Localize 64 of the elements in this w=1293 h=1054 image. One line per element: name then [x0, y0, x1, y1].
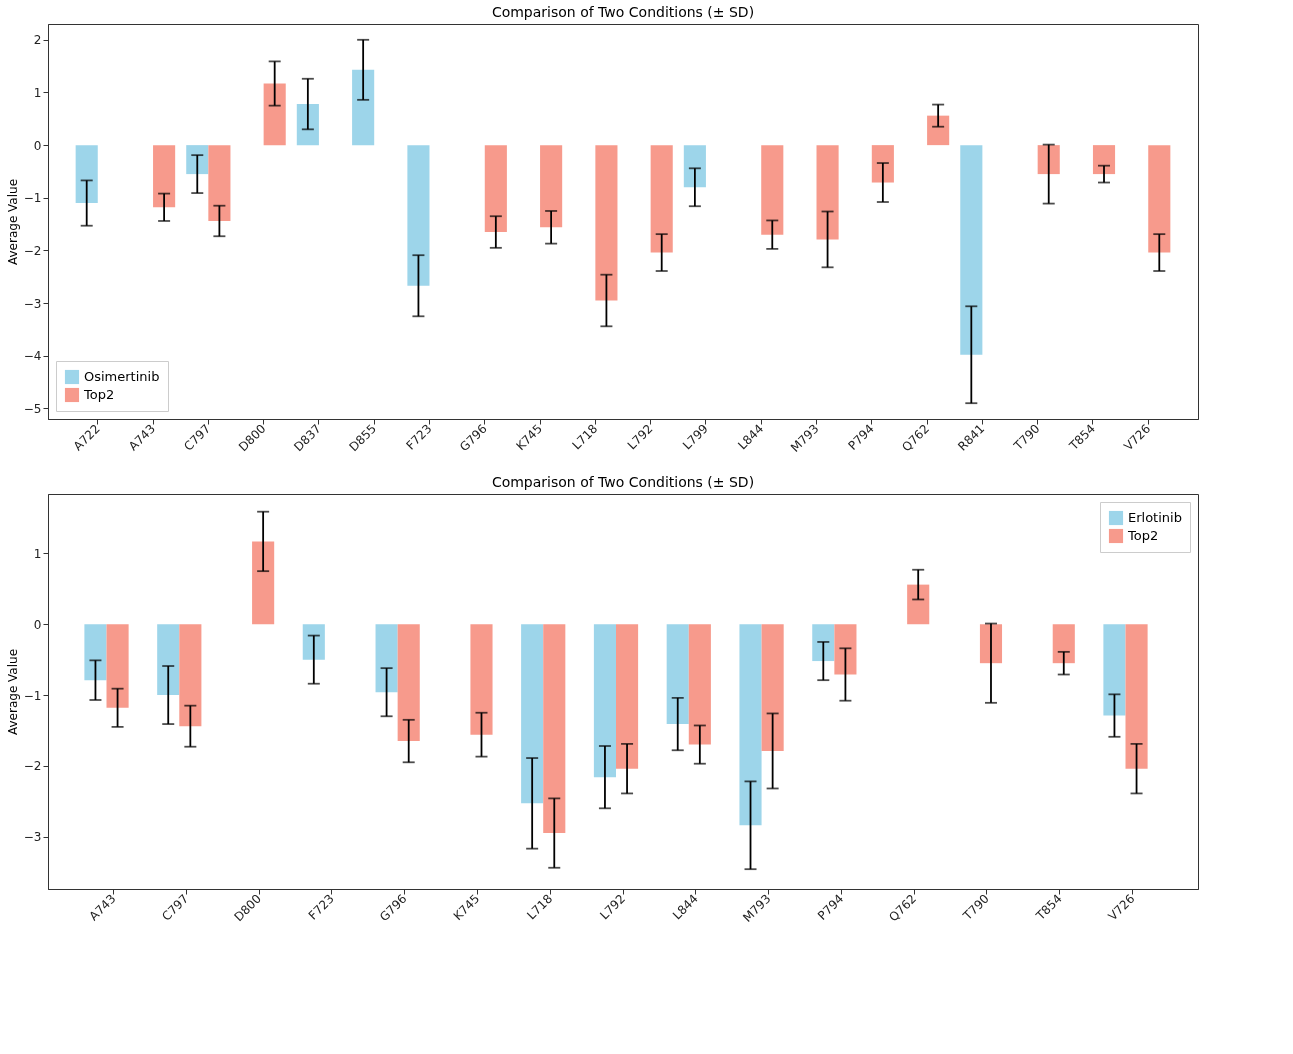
bar — [153, 145, 176, 208]
y-tick-label: −1 — [23, 191, 42, 206]
bar — [375, 624, 398, 693]
bar — [296, 104, 319, 146]
bar — [157, 624, 180, 696]
y-tick-label: −2 — [23, 243, 42, 258]
y-tick-label: −1 — [23, 688, 42, 703]
bar — [208, 145, 231, 221]
legend-label: Erlotinib — [1128, 510, 1182, 525]
y-axis-title: Average Value — [5, 178, 20, 266]
chart-title: Comparison of Two Conditions (± SD) — [491, 4, 755, 20]
legend-label: Top2 — [83, 387, 115, 402]
bar — [106, 624, 129, 708]
bar — [1148, 145, 1171, 253]
bar — [75, 145, 98, 204]
bar — [1103, 624, 1126, 716]
bar — [871, 145, 894, 183]
y-tick-label: 1 — [33, 85, 42, 100]
bar — [1052, 624, 1075, 664]
y-axis-title: Average Value — [5, 648, 20, 736]
bar — [761, 145, 784, 235]
bar — [595, 145, 618, 301]
bar — [543, 624, 566, 834]
bar — [186, 145, 209, 175]
bar — [302, 624, 325, 660]
bar — [540, 145, 563, 228]
bar — [252, 541, 275, 625]
bar — [263, 83, 286, 146]
y-tick-label: −3 — [23, 296, 42, 311]
bar — [484, 145, 507, 233]
y-tick-label: 1 — [33, 546, 42, 561]
bar — [927, 115, 950, 146]
y-tick-label: 2 — [33, 33, 42, 48]
y-tick-label: −5 — [23, 401, 42, 416]
bar — [739, 624, 762, 826]
bar — [593, 624, 616, 778]
bar — [688, 624, 711, 745]
legend-label: Top2 — [1127, 528, 1159, 543]
legend-label: Osimertinib — [84, 369, 160, 384]
y-tick-label: −3 — [23, 830, 42, 845]
bar — [407, 145, 430, 286]
bar — [683, 145, 706, 188]
bar — [960, 145, 983, 355]
y-tick-label: 0 — [33, 617, 42, 632]
bar — [816, 145, 839, 240]
bar — [1125, 624, 1148, 769]
bar — [761, 624, 784, 751]
bar — [521, 624, 544, 804]
bar — [907, 584, 930, 625]
chart-title: Comparison of Two Conditions (± SD) — [491, 474, 755, 490]
bar — [812, 624, 835, 662]
bar — [397, 624, 420, 742]
bar — [650, 145, 673, 253]
bar — [616, 624, 639, 769]
bar — [834, 624, 857, 675]
bar — [1092, 145, 1116, 175]
y-tick-label: −2 — [23, 759, 42, 774]
bar — [352, 69, 375, 146]
y-tick-label: −4 — [23, 349, 42, 364]
bar — [179, 624, 202, 727]
bar — [470, 624, 493, 735]
y-tick-label: 0 — [33, 138, 42, 153]
bar — [666, 624, 689, 725]
bar — [84, 624, 107, 681]
